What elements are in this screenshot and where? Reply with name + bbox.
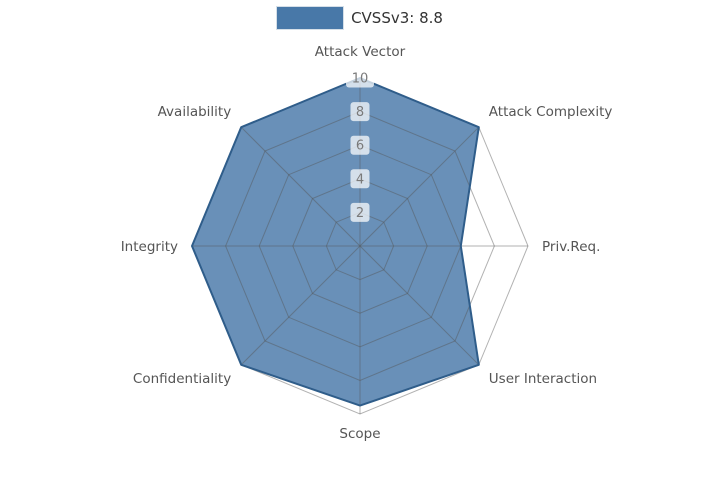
axis-label: Availability bbox=[158, 104, 232, 120]
grid-spoke bbox=[359, 126, 480, 247]
axis-label: Integrity bbox=[121, 239, 178, 255]
rtick-label: 4 bbox=[356, 172, 364, 187]
rtick-label: 6 bbox=[356, 139, 364, 154]
rtick-box bbox=[350, 169, 370, 189]
rtick-label: 8 bbox=[356, 105, 364, 120]
grid-spoke bbox=[359, 245, 480, 366]
rtick-box bbox=[350, 202, 370, 222]
axis-label: User Interaction bbox=[489, 371, 597, 387]
rtick-box bbox=[350, 102, 370, 122]
axis-label: Attack Complexity bbox=[489, 104, 613, 120]
grid-ring bbox=[258, 144, 462, 348]
grid-ring bbox=[325, 211, 395, 281]
axis-label: Scope bbox=[339, 426, 380, 442]
grid-spoke bbox=[240, 126, 361, 247]
axis-label: Attack Vector bbox=[315, 44, 406, 60]
rtick-box bbox=[350, 135, 370, 155]
grid-ring bbox=[292, 178, 428, 314]
rtick-box bbox=[346, 68, 374, 88]
grid-spoke bbox=[240, 245, 361, 366]
rtick-label: 10 bbox=[352, 72, 369, 87]
axis-label: Priv.Req. bbox=[542, 239, 600, 255]
radar-series-outline bbox=[191, 77, 480, 407]
radar-series-fill bbox=[192, 78, 479, 406]
axis-label: Confidentiality bbox=[133, 371, 231, 387]
rtick-label: 2 bbox=[356, 206, 364, 221]
grid-ring bbox=[225, 111, 495, 381]
